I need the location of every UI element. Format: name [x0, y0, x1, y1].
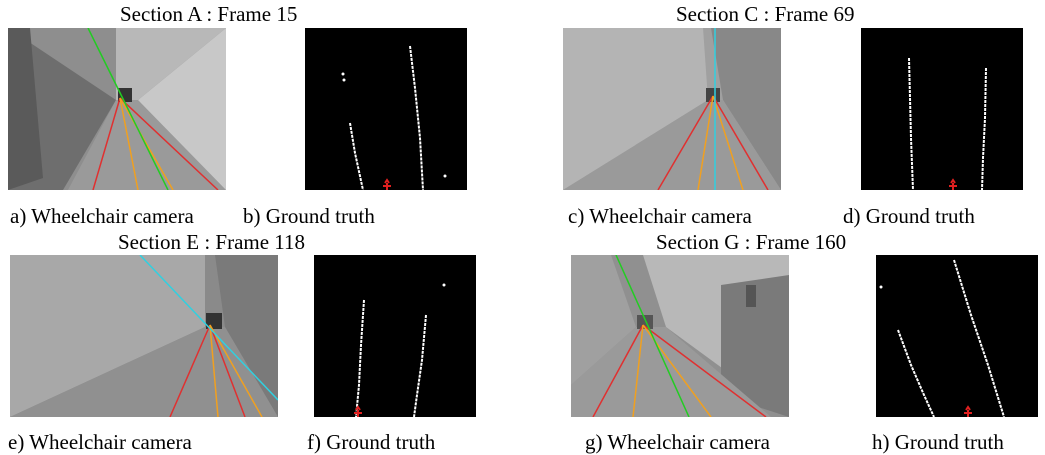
section-c-ground-truth-image [861, 28, 1023, 190]
section-e-truth-caption: f) Ground truth [307, 430, 436, 454]
section-g-title: Section G : Frame 160 [656, 230, 847, 254]
section-a-camera-caption: a) Wheelchair camera [10, 204, 194, 228]
section-a-truth-caption: b) Ground truth [243, 204, 375, 228]
section-a-camera-image [8, 28, 226, 190]
section-a-ground-truth-image [305, 28, 467, 190]
section-a-title: Section A : Frame 15 [120, 2, 298, 26]
section-e-ground-truth-image [314, 255, 476, 417]
section-c-camera-caption: c) Wheelchair camera [568, 204, 752, 228]
section-g-ground-truth-image [876, 255, 1038, 417]
section-g-camera-caption: g) Wheelchair camera [585, 430, 770, 454]
section-e-camera-caption: e) Wheelchair camera [8, 430, 192, 454]
section-c-truth-caption: d) Ground truth [843, 204, 975, 228]
section-e-camera-image [10, 255, 278, 417]
section-c-title: Section C : Frame 69 [676, 2, 855, 26]
section-c-camera-image [563, 28, 781, 190]
section-g-truth-caption: h) Ground truth [872, 430, 1004, 454]
section-g-camera-image [571, 255, 789, 417]
section-e-title: Section E : Frame 118 [118, 230, 306, 254]
